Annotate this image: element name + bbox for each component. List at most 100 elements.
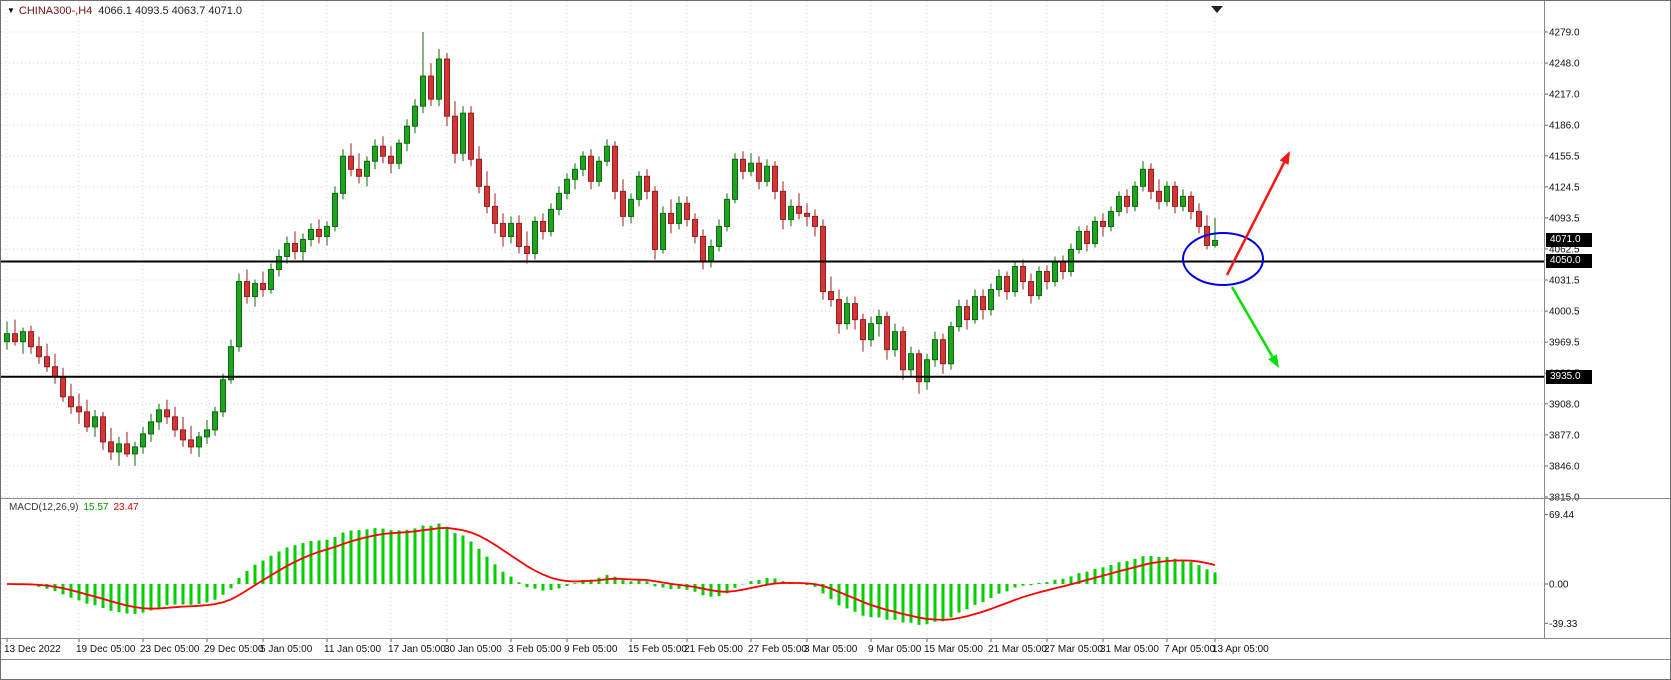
- price-tick-label: 4124.5: [1549, 182, 1580, 193]
- candle-body: [764, 165, 770, 182]
- candle-body: [932, 339, 938, 361]
- candle-body: [452, 115, 458, 154]
- candle-body: [516, 222, 522, 247]
- candle-body: [1172, 185, 1178, 207]
- date-tick-label: 19 Dec 05:00: [76, 644, 136, 655]
- candle-body: [244, 281, 250, 298]
- price-tick-label: 4000.5: [1549, 307, 1580, 318]
- candle-body: [1108, 210, 1114, 227]
- candle-body: [252, 283, 258, 298]
- date-tick-label: 13 Dec 2022: [4, 644, 61, 655]
- candle-body: [668, 212, 674, 224]
- candle-body: [460, 112, 466, 154]
- date-tick-label: 5 Jan 05:00: [260, 644, 313, 655]
- date-tick-label: 29 Dec 05:00: [204, 644, 264, 655]
- date-tick-label: 21 Feb 05:00: [684, 644, 743, 655]
- macd-tick-label: 0.00: [1549, 580, 1569, 591]
- candle-body: [1052, 260, 1058, 283]
- candle-body: [796, 205, 802, 214]
- candle-body: [188, 439, 194, 448]
- macd-layer: [6, 523, 1217, 625]
- ohlc-readout: 4066.1 4093.5 4063.7 4071.0: [98, 5, 243, 17]
- candle-body: [1044, 271, 1050, 283]
- bull-arrow-head: [1279, 151, 1290, 165]
- candle-body: [572, 168, 578, 180]
- candle-body: [620, 190, 626, 217]
- candle-body: [1036, 271, 1042, 297]
- candle-body: [700, 235, 706, 262]
- candle-body: [988, 289, 994, 311]
- date-tick-label: 27 Mar 05:00: [1044, 644, 1103, 655]
- candle-body: [268, 269, 274, 291]
- candle-body: [540, 220, 546, 232]
- candle-body: [436, 58, 442, 100]
- candle-body: [980, 296, 986, 311]
- macd-name-label: MACD(12,26,9): [9, 502, 79, 513]
- candle-body: [484, 185, 490, 207]
- macd-main-value: 15.57: [83, 502, 109, 513]
- candle-body: [1068, 248, 1074, 273]
- candle-body: [140, 433, 146, 448]
- candle-body: [100, 416, 106, 443]
- candle-body: [508, 222, 514, 237]
- candle-body: [292, 242, 298, 252]
- candle-body: [756, 162, 762, 182]
- date-tick-label: 23 Dec 05:00: [140, 644, 200, 655]
- candle-body: [340, 155, 346, 194]
- candle-body: [892, 331, 898, 351]
- candle-body: [388, 155, 394, 164]
- candle-body: [1164, 185, 1170, 202]
- candle-body: [876, 316, 882, 325]
- candle-body: [788, 205, 794, 220]
- candle-body: [900, 331, 906, 371]
- candle-body: [12, 333, 18, 343]
- candle-body: [740, 158, 746, 172]
- candle-body: [612, 145, 618, 192]
- candle-body: [284, 242, 290, 257]
- bear-arrow: [1230, 286, 1274, 358]
- date-tick-label: 9 Mar 05:00: [868, 644, 922, 655]
- candle-body: [548, 208, 554, 232]
- candle-body: [1076, 230, 1082, 250]
- candle-body: [148, 421, 154, 435]
- candle-body: [580, 155, 586, 170]
- candle-body: [180, 429, 186, 441]
- date-tick-label: 27 Feb 05:00: [748, 644, 807, 655]
- candle-body: [444, 58, 450, 117]
- candle-body: [260, 283, 266, 291]
- candle-body: [812, 215, 818, 227]
- candle-body: [1132, 185, 1138, 207]
- candle-body: [276, 255, 282, 271]
- candle-body: [1084, 230, 1090, 244]
- candle-body: [636, 175, 642, 200]
- price-tick-label: 4031.5: [1549, 276, 1580, 287]
- macd-tick-label: -39.33: [1549, 619, 1578, 630]
- candle-body: [212, 411, 218, 431]
- candle-body: [316, 228, 322, 237]
- price-tick-label: 3969.5: [1549, 338, 1580, 349]
- price-tag-level-lower: 3935.0: [1546, 369, 1592, 384]
- candles-layer: [4, 32, 1218, 466]
- symbol-dropdown-icon[interactable]: ▼: [7, 6, 15, 15]
- candle-body: [228, 346, 234, 381]
- candle-body: [420, 75, 426, 107]
- candle-body: [860, 319, 866, 341]
- highlight-ellipse: [1182, 232, 1264, 286]
- candle-body: [380, 145, 386, 157]
- date-tick-label: 3 Mar 05:00: [804, 644, 858, 655]
- candle-body: [804, 212, 810, 217]
- candle-body: [396, 142, 402, 164]
- candle-body: [28, 331, 34, 348]
- date-tick-label: 15 Feb 05:00: [628, 644, 687, 655]
- candle-body: [772, 165, 778, 192]
- annotations-layer: [1182, 151, 1290, 368]
- candle-body: [836, 299, 842, 325]
- candle-body: [372, 145, 378, 162]
- candle-body: [68, 396, 74, 408]
- candle-body: [476, 158, 482, 187]
- candle-body: [1028, 281, 1034, 297]
- candle-body: [884, 316, 890, 351]
- candle-body: [660, 212, 666, 250]
